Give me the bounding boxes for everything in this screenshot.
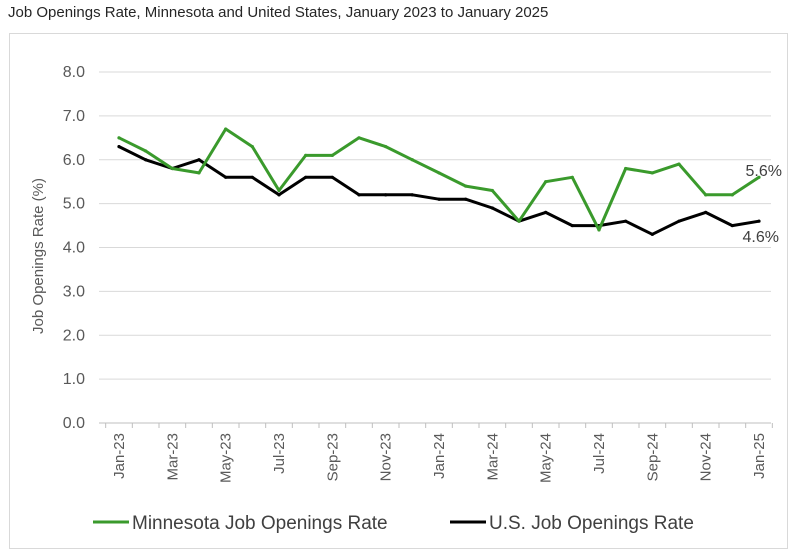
data-point <box>224 127 228 131</box>
data-point <box>384 144 388 149</box>
x-axis <box>99 422 773 428</box>
data-point <box>117 144 121 149</box>
y-tick-label: 5.0 <box>63 196 85 213</box>
data-point <box>517 219 521 223</box>
data-point <box>357 193 361 197</box>
end-labels: 5.6% 4.6% <box>743 163 782 246</box>
data-point <box>384 193 388 197</box>
y-axis-ticks: 0.0 1.0 2.0 3.0 4.0 5.0 6.0 7.0 8.0 <box>63 64 85 432</box>
data-point <box>757 219 761 223</box>
data-point <box>117 136 121 140</box>
data-point <box>144 149 148 153</box>
gridlines <box>99 71 771 380</box>
data-point <box>544 180 548 184</box>
data-point <box>330 153 334 157</box>
data-point <box>490 206 494 210</box>
x-tick-label: Jan-24 <box>431 433 448 479</box>
data-point <box>197 158 201 162</box>
data-point <box>704 210 708 214</box>
x-axis-ticks: Jan-23 Mar-23 May-23 Jul-23 Sep-23 Nov-23 Jan-… <box>111 433 768 483</box>
x-tick-label: Mar-24 <box>484 433 501 481</box>
data-point <box>464 197 468 201</box>
x-tick-label: Sep-23 <box>324 433 341 481</box>
x-tick-label: Sep-24 <box>644 433 661 481</box>
data-point <box>304 153 308 157</box>
x-tick-label: Nov-24 <box>698 433 715 481</box>
data-point <box>437 171 441 175</box>
data-point <box>170 166 174 171</box>
x-tick-label: Jul-23 <box>271 433 288 474</box>
y-axis-label: Job Openings Rate (%) <box>30 178 47 334</box>
y-tick-label: 8.0 <box>63 64 85 81</box>
data-point <box>304 175 308 179</box>
data-point <box>464 184 468 188</box>
data-point <box>570 175 574 179</box>
chart-title: Job Openings Rate, Minnesota and United … <box>8 4 549 21</box>
data-point <box>410 158 414 162</box>
data-point <box>437 197 441 201</box>
data-point <box>730 223 734 228</box>
data-point <box>277 193 281 197</box>
x-tick-label: Jan-23 <box>111 433 128 479</box>
data-point <box>704 193 708 197</box>
y-tick-label: 3.0 <box>63 283 85 300</box>
chart-area <box>9 33 788 549</box>
data-point <box>410 193 414 197</box>
data-point <box>650 171 654 175</box>
y-tick-label: 0.0 <box>63 415 85 432</box>
data-point <box>650 232 654 236</box>
data-point <box>677 219 681 223</box>
data-point <box>570 223 574 228</box>
x-tick-label: Jan-25 <box>751 433 768 479</box>
data-point <box>330 175 334 179</box>
data-point <box>357 136 361 140</box>
data-point <box>730 193 734 197</box>
data-point <box>250 144 254 149</box>
end-value-label: 4.6% <box>743 229 779 246</box>
series-lines <box>117 127 761 236</box>
data-point <box>624 166 628 171</box>
data-point <box>277 188 281 193</box>
y-tick-label: 1.0 <box>63 371 85 388</box>
data-point <box>597 228 601 232</box>
y-tick-label: 2.0 <box>63 327 85 344</box>
y-tick-label: 7.0 <box>63 108 85 125</box>
x-tick-label: May-24 <box>538 433 555 483</box>
legend: Minnesota Job Openings Rate U.S. Job Open… <box>93 513 694 534</box>
data-point <box>757 175 761 179</box>
data-point <box>490 188 494 193</box>
data-point <box>250 175 254 179</box>
data-point <box>197 171 201 175</box>
data-point <box>677 162 681 166</box>
y-tick-label: 6.0 <box>63 152 85 169</box>
data-point <box>544 210 548 214</box>
data-point <box>144 158 148 162</box>
x-tick-label: Jul-24 <box>591 433 608 474</box>
x-tick-label: May-23 <box>218 433 235 483</box>
legend-label: Minnesota Job Openings Rate <box>132 513 388 534</box>
y-tick-label: 4.0 <box>63 240 85 257</box>
data-point <box>624 219 628 223</box>
x-tick-label: Mar-23 <box>164 433 181 481</box>
legend-label: U.S. Job Openings Rate <box>489 513 694 534</box>
x-tick-label: Nov-23 <box>378 433 395 481</box>
series-line-0 <box>117 127 761 232</box>
data-point <box>224 175 228 179</box>
end-value-label: 5.6% <box>746 163 782 180</box>
